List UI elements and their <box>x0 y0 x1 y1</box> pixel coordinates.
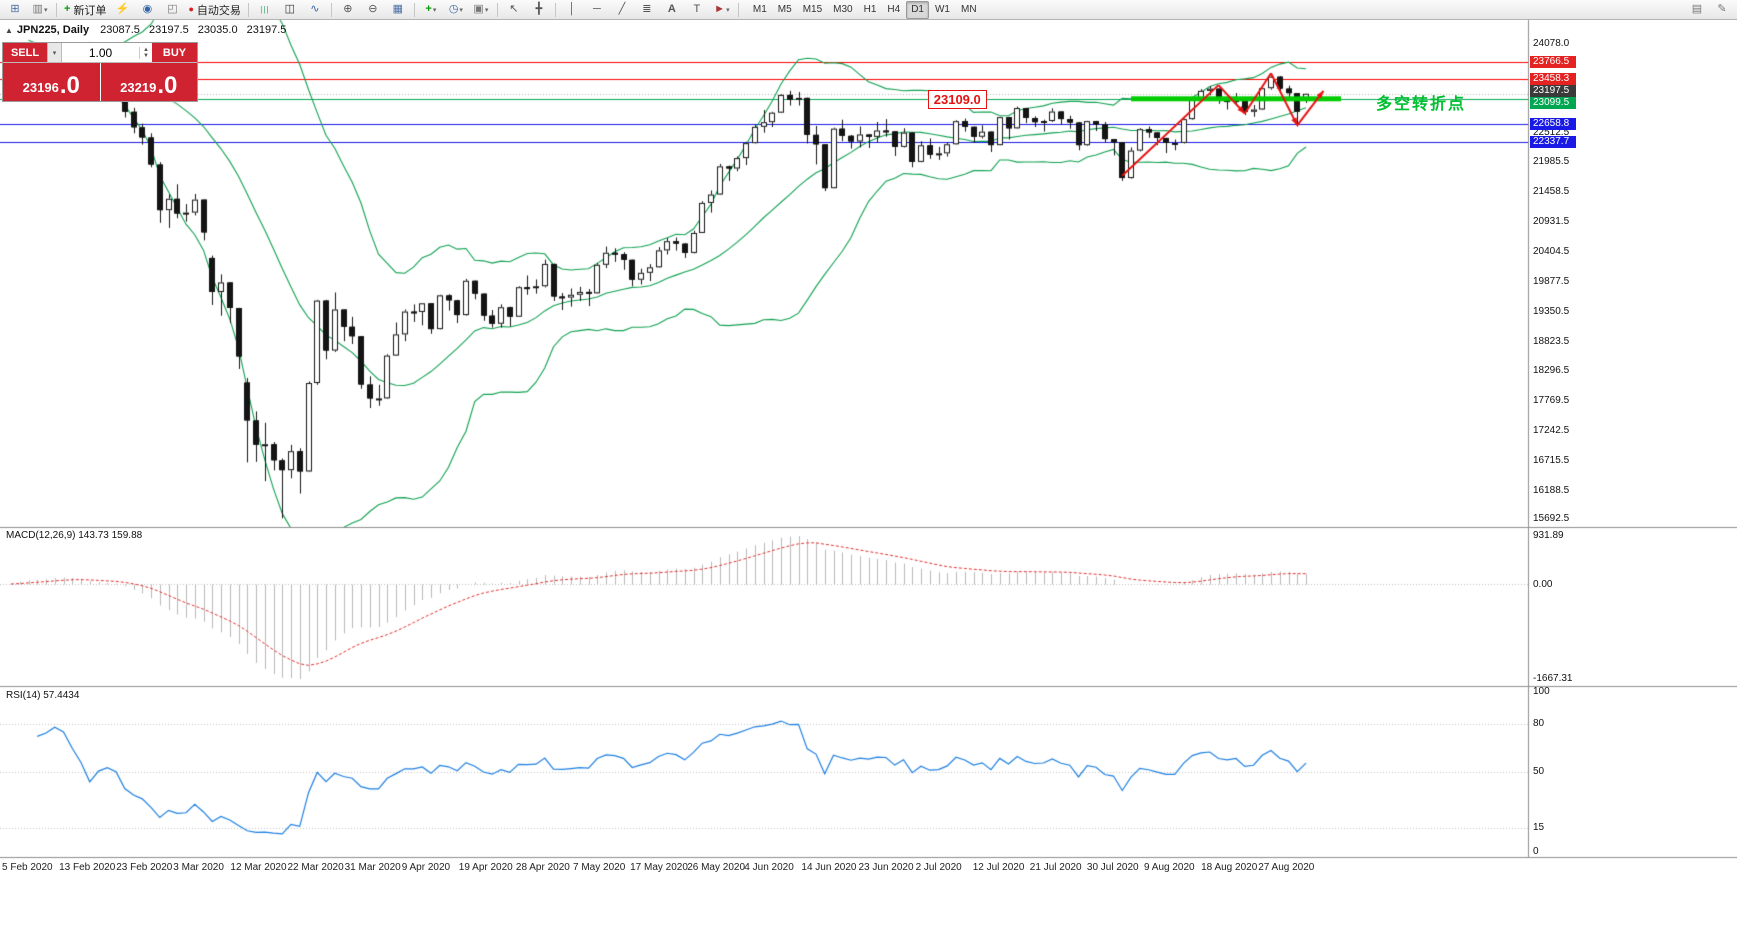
price-level-badge: 22658.8 <box>1530 118 1576 131</box>
open-value: 23087.5 <box>100 24 140 36</box>
price-level-badge: 23197.5 <box>1530 84 1576 97</box>
price-axis-label: 24078.0 <box>1533 37 1570 49</box>
price-axis-label: 22512.5 <box>1533 126 1570 138</box>
turning-point-label[interactable]: 多空转折点 <box>1376 96 1467 114</box>
high-value: 23197.5 <box>148 24 189 36</box>
date-axis-label: 19 Apr 2020 <box>458 862 513 873</box>
price-axis-label: 19877.5 <box>1533 275 1570 287</box>
date-axis-label: 18 Aug 2020 <box>1201 862 1258 873</box>
buy-button[interactable]: BUY <box>152 43 197 62</box>
rsi-axis-label: 0 <box>1533 846 1539 857</box>
date-axis-label: 22 Mar 2020 <box>287 862 344 873</box>
date-axis-label: 12 Mar 2020 <box>230 862 287 873</box>
chevron-up-icon: ▲ <box>143 46 149 53</box>
date-axis-label: 5 Feb 2020 <box>2 862 53 873</box>
date-axis-label: 21 Jul 2020 <box>1029 862 1082 873</box>
price-level-badge: 23099.5 <box>1530 97 1576 110</box>
order-options-dropdown[interactable]: ▾ <box>47 43 62 62</box>
date-axis-label: 26 May 2020 <box>687 862 746 873</box>
price-axis-label: 20931.5 <box>1533 216 1570 228</box>
date-axis-label: 7 May 2020 <box>573 862 626 873</box>
macd-zero-label: 0.00 <box>1533 578 1553 590</box>
price-axis-label: 21458.5 <box>1533 186 1570 198</box>
sell-price[interactable]: 23196.0 <box>3 63 100 101</box>
date-axis-label: 23 Feb 2020 <box>116 862 173 873</box>
price-annotation-box[interactable]: 23109.0 <box>927 89 987 109</box>
price-axis-label: 21985.5 <box>1533 156 1570 168</box>
price-level-badge: 22337.7 <box>1530 136 1576 149</box>
price-axis-label: 16188.5 <box>1533 484 1570 496</box>
buy-price[interactable]: 23219.0 <box>100 63 197 101</box>
one-click-trading-panel: SELL ▾ ▲▼ BUY 23196.0 23219.0 <box>2 42 198 102</box>
macd-min-label: -1667.31 <box>1533 673 1573 684</box>
date-axis-label: 14 Jun 2020 <box>801 862 857 873</box>
volume-stepper[interactable]: ▲ ▼ <box>139 46 152 59</box>
rsi-axis-label: 50 <box>1533 766 1545 777</box>
buy-price-big-digits: .0 <box>157 72 178 99</box>
price-axis-label: 17769.5 <box>1533 395 1570 407</box>
rsi-header: RSI(14) 57.4434 <box>6 690 80 701</box>
date-axis-label: 28 Apr 2020 <box>515 862 570 873</box>
date-axis-label: 3 Mar 2020 <box>173 862 224 873</box>
price-axis-label: 16715.5 <box>1533 454 1570 466</box>
sell-price-big-digits: .0 <box>59 72 80 99</box>
date-axis-label: 2 Jul 2020 <box>915 862 962 873</box>
date-axis-label: 31 Mar 2020 <box>344 862 401 873</box>
price-axis-label: 19350.5 <box>1533 305 1570 317</box>
rsi-axis-label: 15 <box>1533 822 1545 833</box>
low-value: 23035.0 <box>197 24 238 36</box>
macd-header: MACD(12,26,9) 143.73 159.88 <box>6 530 143 541</box>
price-axis-label: 18823.5 <box>1533 335 1570 347</box>
date-axis-label: 17 May 2020 <box>630 862 688 873</box>
sell-button[interactable]: SELL <box>3 43 47 62</box>
chevron-down-icon: ▼ <box>143 52 149 59</box>
chart-menu-icon: ▲ <box>5 26 13 35</box>
close-value: 23197.5 <box>246 24 287 36</box>
date-axis-label: 27 Aug 2020 <box>1258 862 1315 873</box>
chevron-down-icon: ▾ <box>52 49 57 57</box>
date-axis-label: 4 Jun 2020 <box>744 862 794 873</box>
date-axis-label: 30 Jul 2020 <box>1086 862 1139 873</box>
rsi-axis-label: 80 <box>1533 718 1545 729</box>
price-level-badge: 23766.5 <box>1530 55 1576 68</box>
rsi-axis-label: 100 <box>1533 686 1550 697</box>
price-axis-label: 20404.5 <box>1533 246 1570 257</box>
date-axis-label: 23 Jun 2020 <box>858 862 914 873</box>
symbol-period-label: JPN225, Daily <box>16 24 90 36</box>
date-axis-label: 9 Aug 2020 <box>1144 862 1195 873</box>
volume-input[interactable] <box>62 45 139 60</box>
price-axis-label: 18296.5 <box>1533 365 1570 377</box>
sell-price-main: 23196 <box>22 80 59 95</box>
price-axis-label: 15692.5 <box>1533 512 1570 524</box>
date-axis-label: 13 Feb 2020 <box>59 862 116 873</box>
chart-ohlc-header: ▲ JPN225, Daily 23087.5 23197.5 23035.0 2… <box>5 24 292 36</box>
buy-price-main: 23219 <box>120 80 157 95</box>
price-axis-label: 17242.5 <box>1533 425 1570 437</box>
macd-max-label: 931.89 <box>1533 530 1564 541</box>
date-axis-label: 9 Apr 2020 <box>401 862 451 873</box>
date-axis-label: 12 Jul 2020 <box>972 862 1025 873</box>
price-level-badge: 23458.3 <box>1530 73 1576 85</box>
